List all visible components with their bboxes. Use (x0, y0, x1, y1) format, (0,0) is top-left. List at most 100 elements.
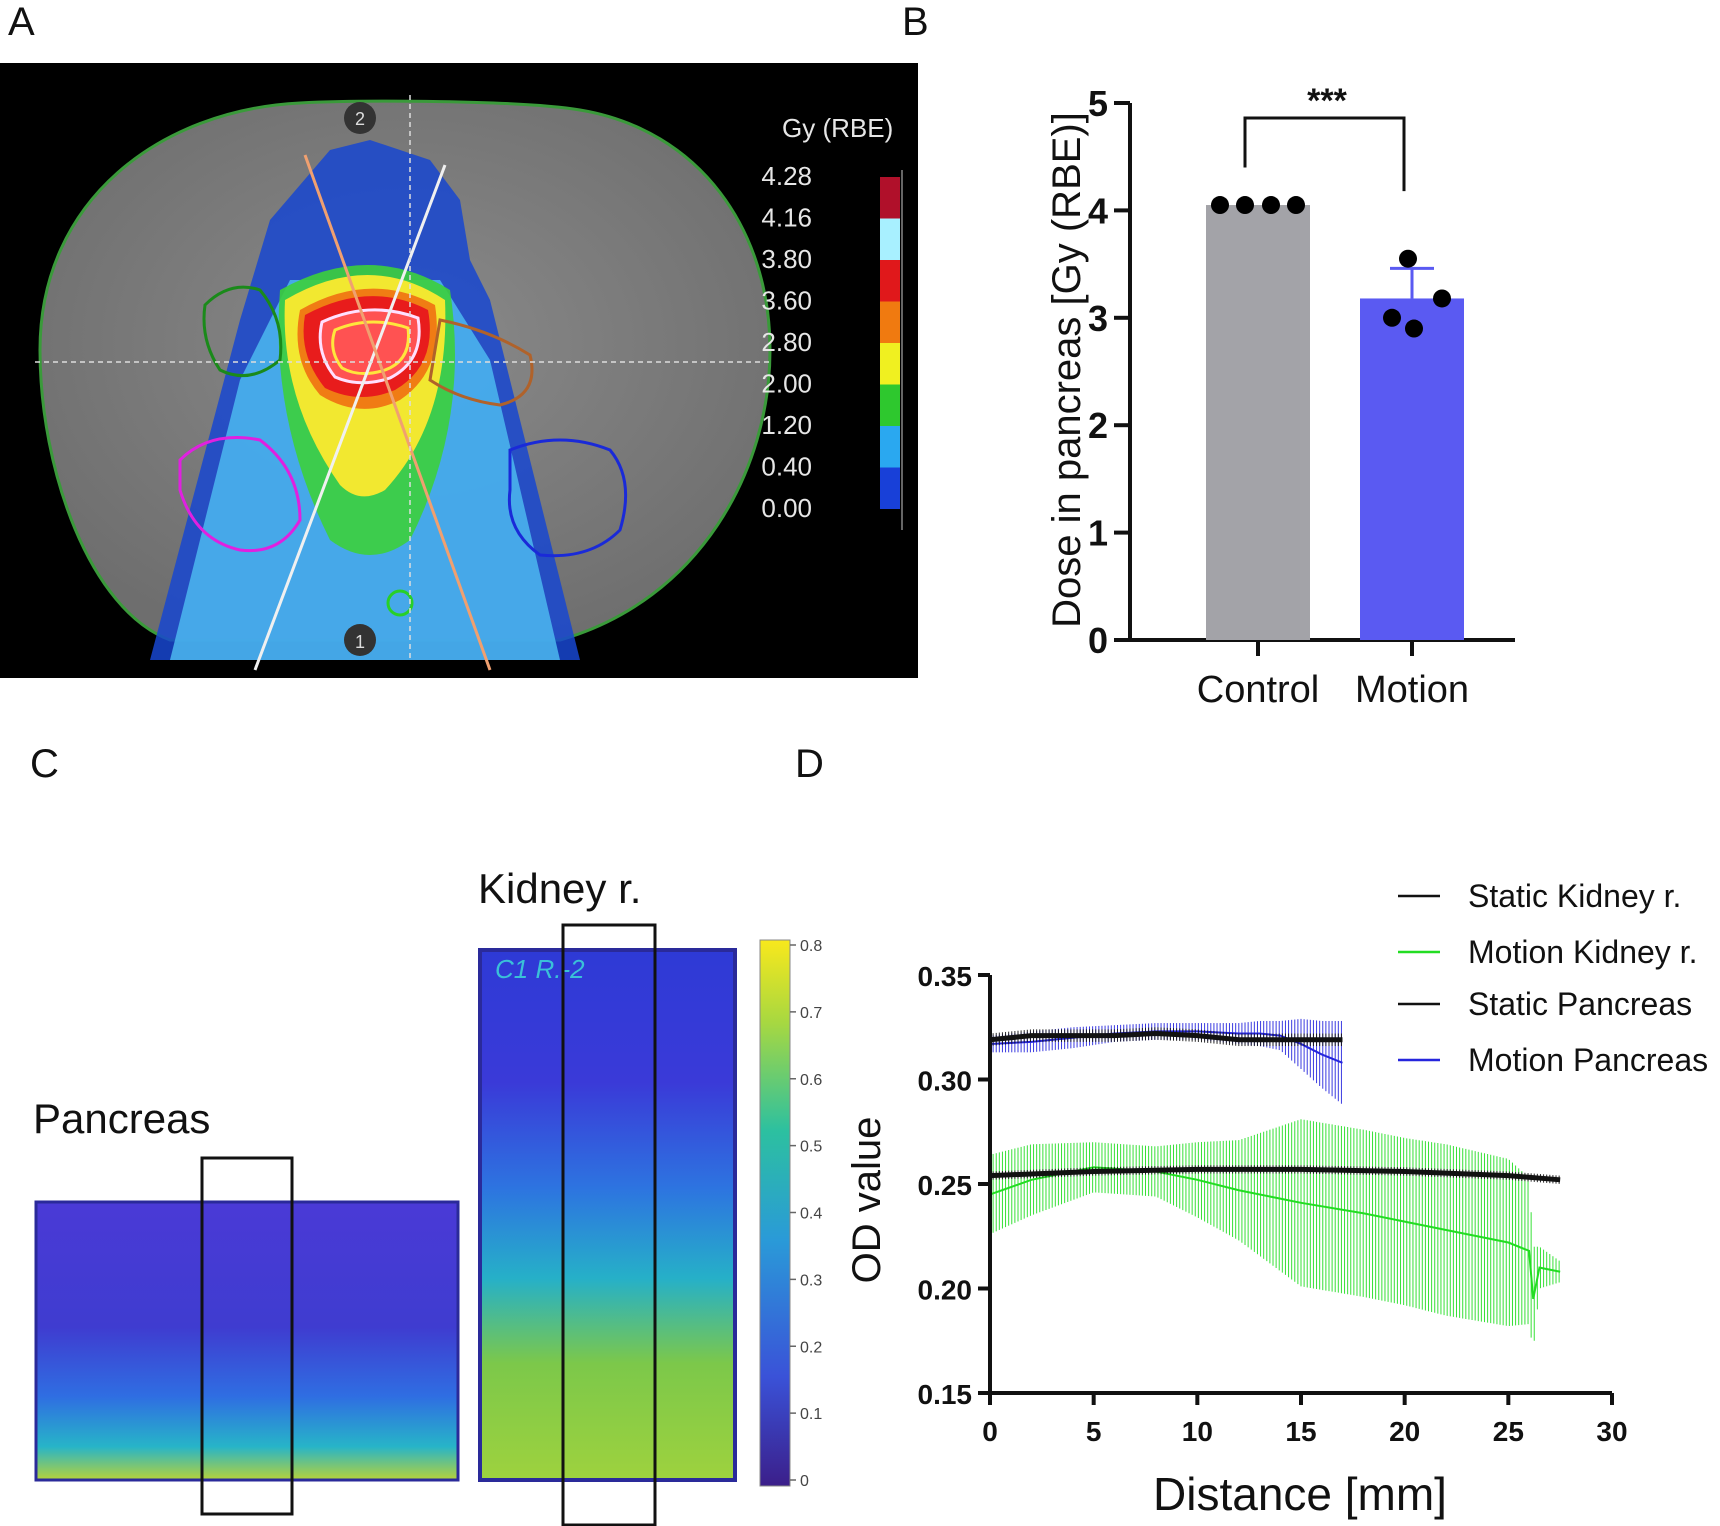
colorbar-tick-label: 2.00 (761, 369, 812, 399)
x-tick-label: 30 (1596, 1416, 1627, 1447)
bar (1360, 298, 1464, 640)
colorbar-swatch (880, 218, 900, 260)
dose-colorbar: 4.28 4.16 3.80 3.60 2.80 2.00 1.20 0.40 0.00 (761, 161, 900, 523)
x-tick-label: 25 (1493, 1416, 1524, 1447)
kidney-film (478, 948, 737, 1482)
legend-label: Motion Kidney r. (1468, 934, 1697, 970)
pancreas-film (34, 1200, 460, 1482)
x-tick-label: Motion (1355, 669, 1469, 711)
dose-4-16 (318, 308, 421, 385)
data-point (1405, 319, 1423, 338)
data-point (1287, 196, 1305, 215)
y-tick-label: 0.20 (918, 1275, 973, 1306)
colorbar-swatch (880, 343, 900, 385)
contour-blue (507, 438, 628, 558)
series-line (989, 1031, 1343, 1043)
contour-magenta (178, 436, 302, 553)
colorbar-tick-label: 0.3 (800, 1272, 822, 1289)
legend-label: Motion Pancreas (1468, 1042, 1708, 1078)
od-chart-xlabel: Distance [mm] (1153, 1468, 1447, 1520)
beam-line-white (253, 164, 447, 671)
x-tick-label: 5 (1086, 1416, 1102, 1447)
marker-bottom-icon (344, 624, 376, 656)
dose-3-80 (303, 296, 430, 398)
y-tick-label: 2 (1088, 405, 1108, 446)
colorbar-tick-label: 0.40 (761, 452, 812, 482)
legend-label: Static Kidney r. (1468, 878, 1681, 914)
colorbar-tick-label: 3.60 (761, 286, 812, 316)
series-line (989, 1030, 1343, 1064)
series-line (989, 1166, 1561, 1183)
colorbar-tick-label: 0.2 (800, 1339, 822, 1356)
y-tick-label: 0.15 (918, 1379, 973, 1410)
significance-label: *** (1307, 82, 1347, 120)
legend-label: Static Pancreas (1468, 986, 1692, 1022)
colorbar-tick-label: 0.5 (800, 1139, 822, 1156)
series-motion-pancreas (989, 1018, 1343, 1104)
colorbar-swatch (880, 177, 900, 219)
film-colorbar-ticks: 0.8 0.7 0.6 0.5 0.4 0.3 0.2 0.1 0 (790, 938, 822, 1490)
colorbar-swatch (880, 384, 900, 426)
data-point (1383, 308, 1401, 327)
kidney-roi-box (561, 923, 657, 1526)
bar-chart-ylabel: Dose in pancreas [Gy (RBE)] (1045, 112, 1089, 628)
y-tick-label: 0.25 (918, 1170, 973, 1201)
colorbar-tick-label: 0 (800, 1473, 809, 1490)
series-line (989, 1166, 1561, 1300)
colorbar-tick-label: 1.20 (761, 410, 812, 440)
y-tick-label: 3 (1088, 298, 1108, 339)
marker-top: 2 (355, 109, 365, 129)
film-colorbar (759, 939, 791, 1487)
x-tick-label: 0 (982, 1416, 998, 1447)
pancreas-label: Pancreas (33, 1095, 210, 1142)
contour-small-green (386, 589, 414, 617)
marker-bottom: 1 (355, 632, 365, 652)
dose-1-20 (170, 280, 560, 660)
dose-2-80 (284, 275, 446, 497)
kidney-label: Kidney r. (478, 865, 641, 912)
colorbar-swatch (880, 260, 900, 302)
colorbar-swatch (880, 301, 900, 343)
significance-bracket (1243, 116, 1406, 192)
series-static-pancreas (989, 1027, 1343, 1047)
dose-2-00 (278, 265, 455, 555)
colorbar-tick-label: 4.28 (761, 161, 812, 191)
colorbar-tick-label: 0.7 (800, 1005, 822, 1022)
colorbar-swatch (880, 426, 900, 468)
body-contour (38, 99, 772, 642)
panel-letter-c: C (30, 742, 59, 786)
y-tick-label: 4 (1088, 190, 1108, 231)
colorbar-tick-label: 0.8 (800, 938, 822, 955)
contour-green (202, 285, 283, 378)
bar (1206, 205, 1310, 640)
y-tick-label: 0.30 (918, 1066, 973, 1097)
data-point (1262, 196, 1280, 215)
pancreas-roi-box (200, 1156, 294, 1516)
panel-letter-b: B (902, 0, 929, 44)
colorbar-title: Gy (RBE) (782, 113, 893, 143)
beam-line-orange (303, 154, 492, 671)
colorbar-tick-label: 0.00 (761, 493, 812, 523)
x-tick-label: 10 (1182, 1416, 1213, 1447)
contour-brown (428, 318, 534, 407)
series-motion-kidney-r- (989, 1119, 1561, 1341)
colorbar-tick-label: 3.80 (761, 244, 812, 274)
colorbar-tick-label: 0.6 (800, 1072, 822, 1089)
data-point (1399, 249, 1417, 268)
colorbar-tick-label: 4.16 (761, 203, 812, 233)
x-tick-label: 15 (1285, 1416, 1316, 1447)
data-point (1236, 196, 1254, 215)
y-tick-label: 0.35 (918, 961, 973, 992)
x-tick-label: Control (1197, 669, 1320, 711)
data-point (1211, 196, 1229, 215)
y-tick-label: 1 (1088, 513, 1108, 554)
data-point (1433, 289, 1451, 308)
colorbar-swatch (880, 467, 900, 509)
marker-top-icon (344, 102, 376, 134)
panel-letter-d: D (795, 742, 824, 786)
y-tick-label: 5 (1088, 83, 1108, 124)
